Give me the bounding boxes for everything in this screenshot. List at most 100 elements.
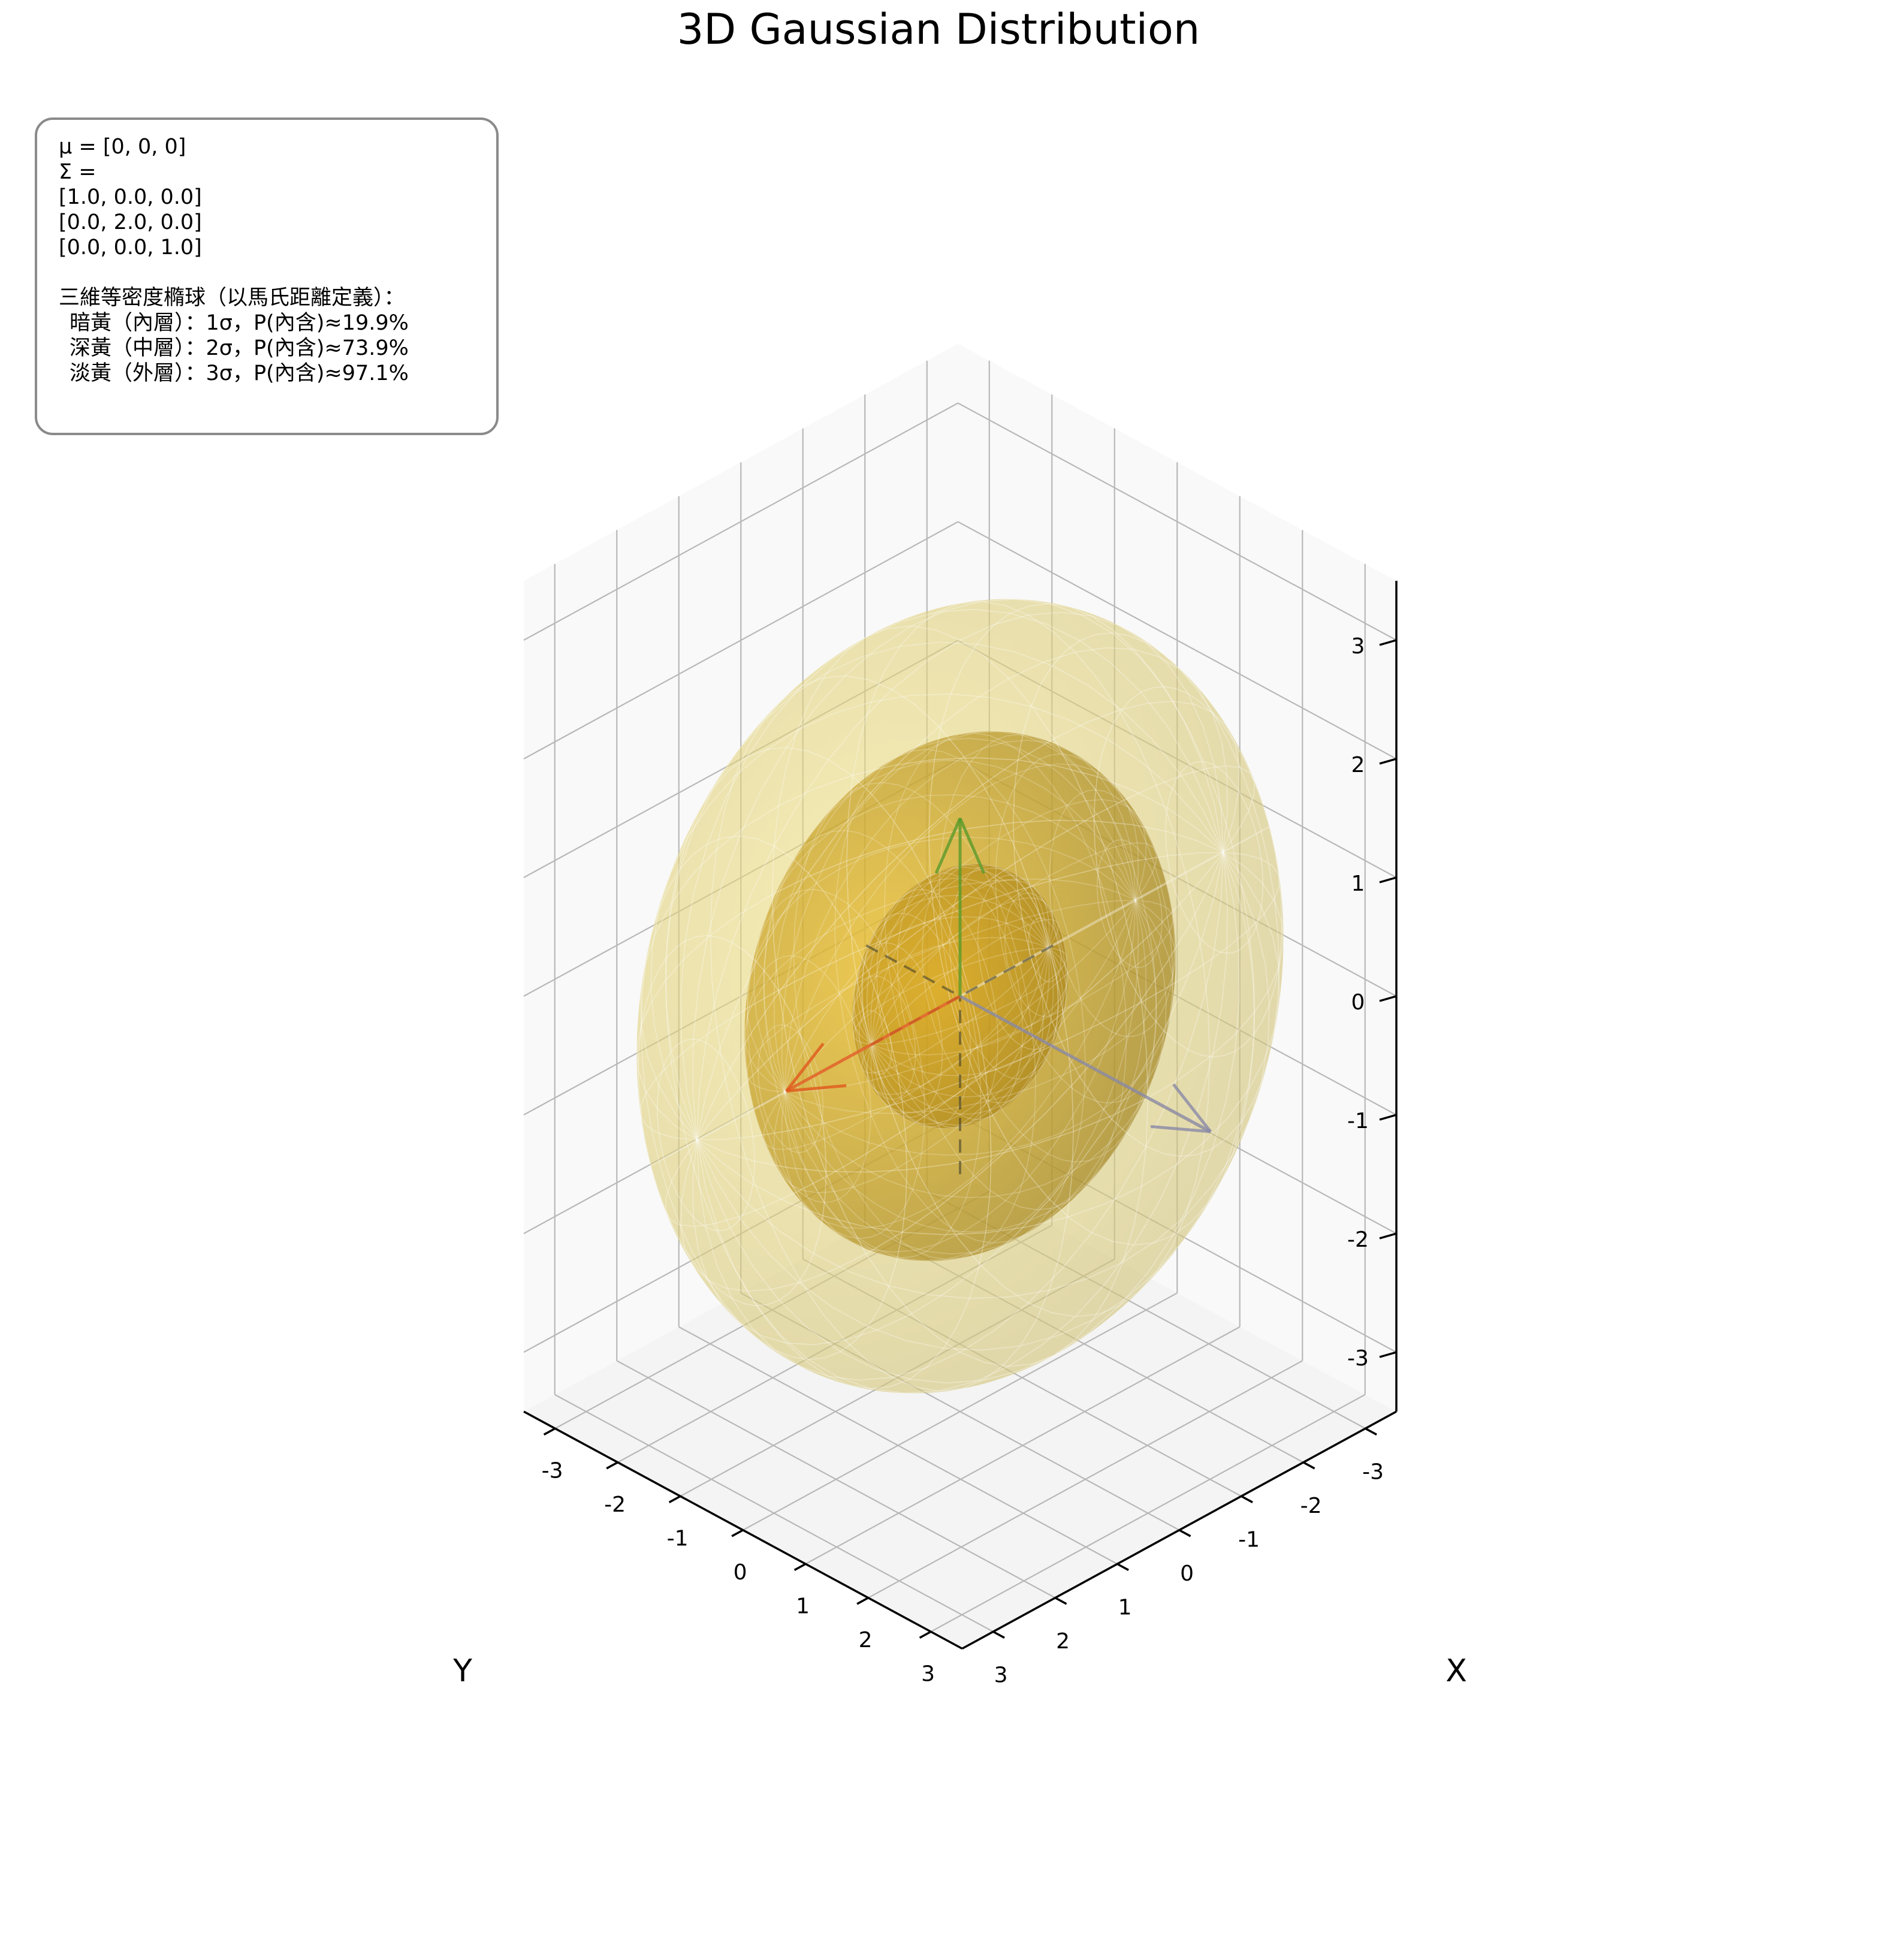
mesh-line — [876, 888, 998, 1129]
mesh-line — [692, 647, 1228, 1346]
x-tick-mark — [793, 1563, 807, 1571]
principal-axes — [785, 818, 1212, 1174]
spacer — [59, 260, 475, 285]
shell-entry: 深黃（中層）：2σ，P(內含)≈73.9% — [70, 336, 409, 360]
z-tick-mark — [1379, 1232, 1397, 1240]
mesh-line — [638, 934, 827, 1307]
mesh-line — [846, 601, 1211, 1317]
z-tick-label: -3 — [1347, 1346, 1369, 1371]
matrix-row: [0.0, 2.0, 0.0] — [59, 210, 202, 234]
mesh-line — [897, 872, 1024, 1120]
y-tick-label: 2 — [1056, 1629, 1070, 1654]
mesh-line — [640, 757, 1280, 1235]
principal-axis-arrow — [959, 994, 1212, 1133]
gridline — [554, 1394, 994, 1633]
x-tick-label: 3 — [921, 1662, 935, 1686]
mesh-line — [1096, 839, 1163, 969]
gridline — [523, 521, 959, 759]
info-box: μ = [0, 0, 0] Σ = [1.0, 0.0, 0.0] [0.0, 2.0… — [35, 117, 499, 435]
z-tick-label: -2 — [1347, 1228, 1369, 1252]
y-tick-label: -2 — [1300, 1494, 1322, 1518]
chart-title: 3D Gaussian Distribution — [677, 5, 1200, 54]
x-tick-mark — [856, 1597, 869, 1605]
y-tick-label: -3 — [1362, 1460, 1384, 1484]
mesh-line — [773, 737, 1147, 1255]
arrow-head — [785, 1042, 825, 1092]
arrow-head — [1172, 1083, 1212, 1133]
mesh-line — [640, 835, 907, 1361]
z-tick-label: 3 — [1351, 634, 1365, 659]
principal-axis-dash — [865, 944, 961, 997]
gridline — [523, 402, 959, 641]
z-tick-label: 0 — [1351, 990, 1365, 1015]
y-tick-mark — [1116, 1563, 1129, 1571]
gridline — [805, 1326, 1241, 1565]
gridline — [868, 1360, 1303, 1599]
mesh-line — [744, 878, 1176, 1114]
mesh-line — [1165, 761, 1264, 954]
x-tick-label: -1 — [667, 1526, 689, 1551]
arrow-head — [1150, 1124, 1211, 1133]
x-axis-label: X — [1446, 1653, 1467, 1689]
mesh-line — [922, 864, 1044, 1104]
y-tick-label: 1 — [1118, 1595, 1132, 1620]
x-tick-mark — [543, 1427, 556, 1436]
mesh-line — [938, 734, 1157, 1163]
mesh-line — [1093, 686, 1282, 1058]
mesh-line — [710, 675, 1074, 1392]
matrix-row: [1.0, 0.0, 0.0] — [59, 185, 202, 209]
mesh-line — [852, 975, 916, 1100]
mesh-line — [680, 701, 1240, 1292]
y-tick-mark — [1054, 1597, 1067, 1605]
mesh-line — [665, 765, 1255, 1227]
mesh-line — [781, 763, 1139, 1229]
mesh-line — [650, 693, 1270, 1299]
mesh-line — [977, 875, 1067, 1050]
x-tick-label: -2 — [604, 1492, 626, 1517]
mesh-line — [656, 1038, 755, 1232]
z-tick-mark — [1379, 1114, 1397, 1121]
gridline — [957, 402, 1397, 641]
mesh-line — [665, 641, 1255, 1351]
mesh-line — [753, 794, 1167, 1198]
z-tick-mark — [1379, 639, 1397, 646]
y-tick-mark — [1178, 1529, 1191, 1537]
matrix-row: [0.0, 0.0, 1.0] — [59, 236, 202, 260]
mesh-line — [1049, 789, 1175, 1038]
mesh-line — [771, 625, 1149, 1367]
y-tick-label: 3 — [994, 1663, 1008, 1687]
x-tick-label: -3 — [542, 1458, 563, 1483]
z-tick-label: 2 — [1351, 753, 1365, 777]
mesh-line — [834, 749, 1086, 1244]
x-tick-label: 0 — [734, 1560, 747, 1585]
mesh-line — [858, 1010, 892, 1075]
x-tick-label: 1 — [796, 1594, 810, 1618]
gridline — [616, 1360, 1056, 1599]
y-axis-label: Y — [452, 1653, 472, 1689]
z-tick-mark — [1379, 995, 1397, 1002]
mesh-line — [665, 747, 992, 1389]
tick-labels: -3 -2 -1 0 1 2 3 -3 -2 -1 0 1 2 3 -3 -2 -1 0 1 2 3 — [542, 634, 1397, 1687]
mesh-line — [747, 836, 1173, 1156]
arrow-head — [786, 1084, 847, 1093]
mesh-line — [853, 942, 943, 1118]
mesh-line — [758, 1024, 824, 1153]
mesh-line — [763, 759, 1157, 1233]
mesh-line — [696, 611, 1224, 1381]
mesh-line — [692, 598, 1228, 1394]
mesh-line — [680, 608, 1240, 1384]
mesh-line — [1028, 917, 1062, 982]
mesh-line — [747, 888, 925, 1240]
mesh-line — [640, 852, 1280, 1141]
mesh-line — [636, 819, 1284, 1173]
mesh-line — [928, 603, 1255, 1246]
mesh-line — [773, 799, 1147, 1193]
z-tick-mark — [1379, 758, 1397, 765]
gridline — [930, 1394, 1366, 1633]
y-tick-mark — [1365, 1427, 1377, 1436]
principal-axis-arrow — [786, 994, 961, 1093]
mesh-line — [995, 753, 1173, 1104]
y-tick-mark — [992, 1630, 1005, 1639]
arrow-head — [934, 818, 962, 874]
y-tick-mark — [1241, 1495, 1253, 1503]
